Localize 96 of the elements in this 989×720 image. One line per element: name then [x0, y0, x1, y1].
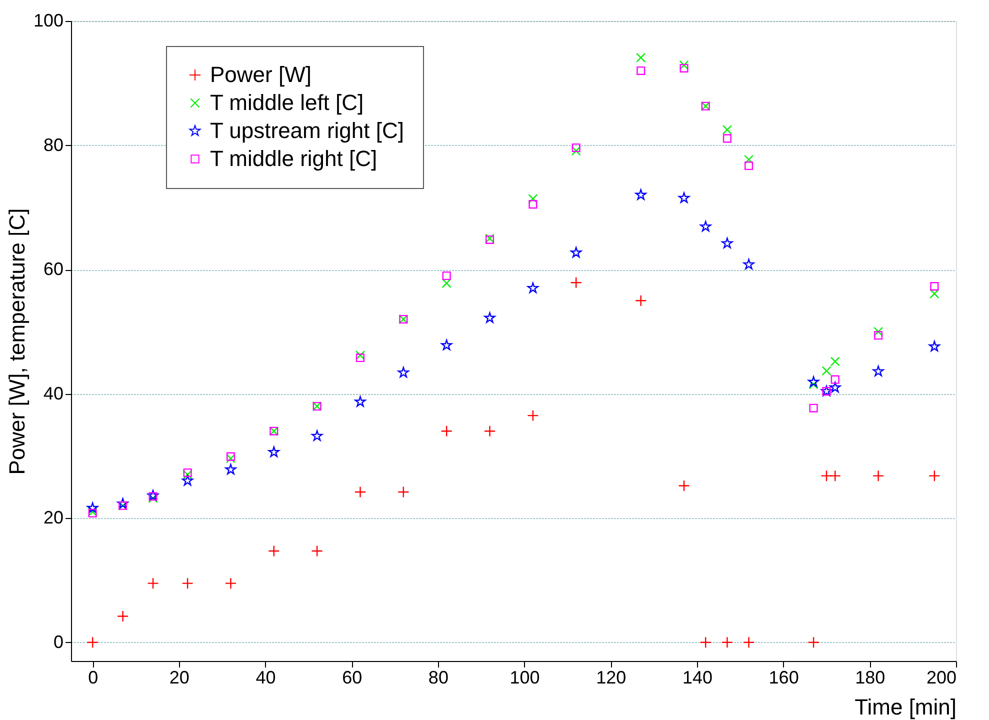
x-tick-label: 120: [596, 668, 626, 688]
point: [147, 490, 159, 501]
point: [268, 446, 280, 458]
point: [722, 238, 733, 248]
x-tick-label: 180: [855, 668, 886, 688]
x-tick-label: 60: [342, 668, 362, 688]
point: [441, 340, 452, 350]
y-tick-label: 20: [43, 508, 64, 528]
x-tick-label: 80: [428, 668, 448, 688]
point: [572, 143, 580, 152]
point: [226, 454, 236, 464]
point: [484, 425, 496, 437]
y-axis-title: Power [W], temperature [C]: [4, 208, 30, 475]
legend-label: T upstream right [C]: [210, 118, 404, 143]
point: [679, 60, 689, 70]
point: [830, 382, 841, 392]
point: [354, 486, 366, 498]
point: [636, 66, 646, 75]
point: [571, 146, 581, 156]
point: [829, 470, 841, 482]
x-axis-title: Time [min]: [854, 694, 956, 720]
point: [484, 312, 496, 323]
point: [442, 271, 451, 280]
legend-label: Power [W]: [210, 62, 312, 87]
point: [527, 282, 539, 294]
y-tick-label: 60: [43, 259, 64, 280]
point: [722, 124, 732, 135]
y-tick-label: 80: [43, 134, 64, 155]
point: [872, 366, 884, 376]
point: [928, 340, 940, 352]
y-tick-label: 100: [33, 10, 64, 30]
point: [182, 474, 194, 486]
point: [744, 154, 754, 164]
point: [808, 636, 820, 648]
point: [928, 470, 940, 482]
point: [930, 282, 939, 291]
point: [225, 464, 236, 474]
point: [744, 162, 754, 170]
point: [743, 258, 754, 270]
point: [226, 452, 236, 461]
point: [930, 288, 940, 299]
point: [820, 470, 832, 482]
point: [874, 326, 884, 336]
point: [874, 331, 883, 340]
point: [809, 404, 818, 412]
point: [872, 470, 884, 482]
point: [268, 545, 280, 557]
point: [635, 294, 647, 306]
x-tick-label: 160: [768, 668, 799, 688]
point: [808, 376, 820, 387]
point: [182, 470, 192, 480]
x-tick-label: 140: [682, 668, 712, 688]
point: [636, 52, 646, 62]
point: [354, 396, 366, 407]
point: [700, 220, 712, 232]
legend-label: T middle right [C]: [210, 146, 378, 171]
y-tick-label: 40: [43, 383, 64, 404]
x-tick-label: 100: [510, 668, 540, 688]
point: [182, 577, 194, 590]
y-tick-label: 0: [53, 632, 64, 652]
legend-label: T middle left [C]: [210, 90, 364, 115]
point: [311, 430, 323, 441]
point: [311, 545, 323, 557]
point: [570, 246, 582, 258]
point: [678, 192, 690, 203]
point: [830, 356, 840, 366]
point: [680, 64, 688, 72]
point: [398, 486, 410, 498]
point: [398, 366, 409, 378]
point: [635, 189, 646, 200]
point: [355, 350, 366, 360]
point: [183, 468, 192, 477]
point: [528, 194, 538, 204]
point: [117, 498, 128, 509]
point: [822, 366, 832, 376]
point: [356, 354, 365, 362]
point: [722, 134, 732, 143]
point: [678, 480, 690, 492]
point: [742, 636, 755, 648]
x-tick-label: 200: [926, 668, 956, 688]
point: [224, 577, 237, 590]
point: [527, 410, 539, 422]
point: [147, 577, 159, 590]
point: [442, 278, 452, 288]
point: [116, 610, 129, 622]
point: [830, 375, 840, 384]
x-tick-label: 0: [88, 668, 98, 688]
point: [721, 636, 734, 648]
point: [570, 276, 582, 288]
point: [86, 636, 98, 648]
point: [700, 636, 712, 648]
x-tick-label: 40: [256, 668, 276, 688]
x-tick-label: 20: [169, 668, 190, 688]
point: [528, 200, 538, 209]
point: [87, 502, 98, 513]
point: [440, 425, 452, 437]
